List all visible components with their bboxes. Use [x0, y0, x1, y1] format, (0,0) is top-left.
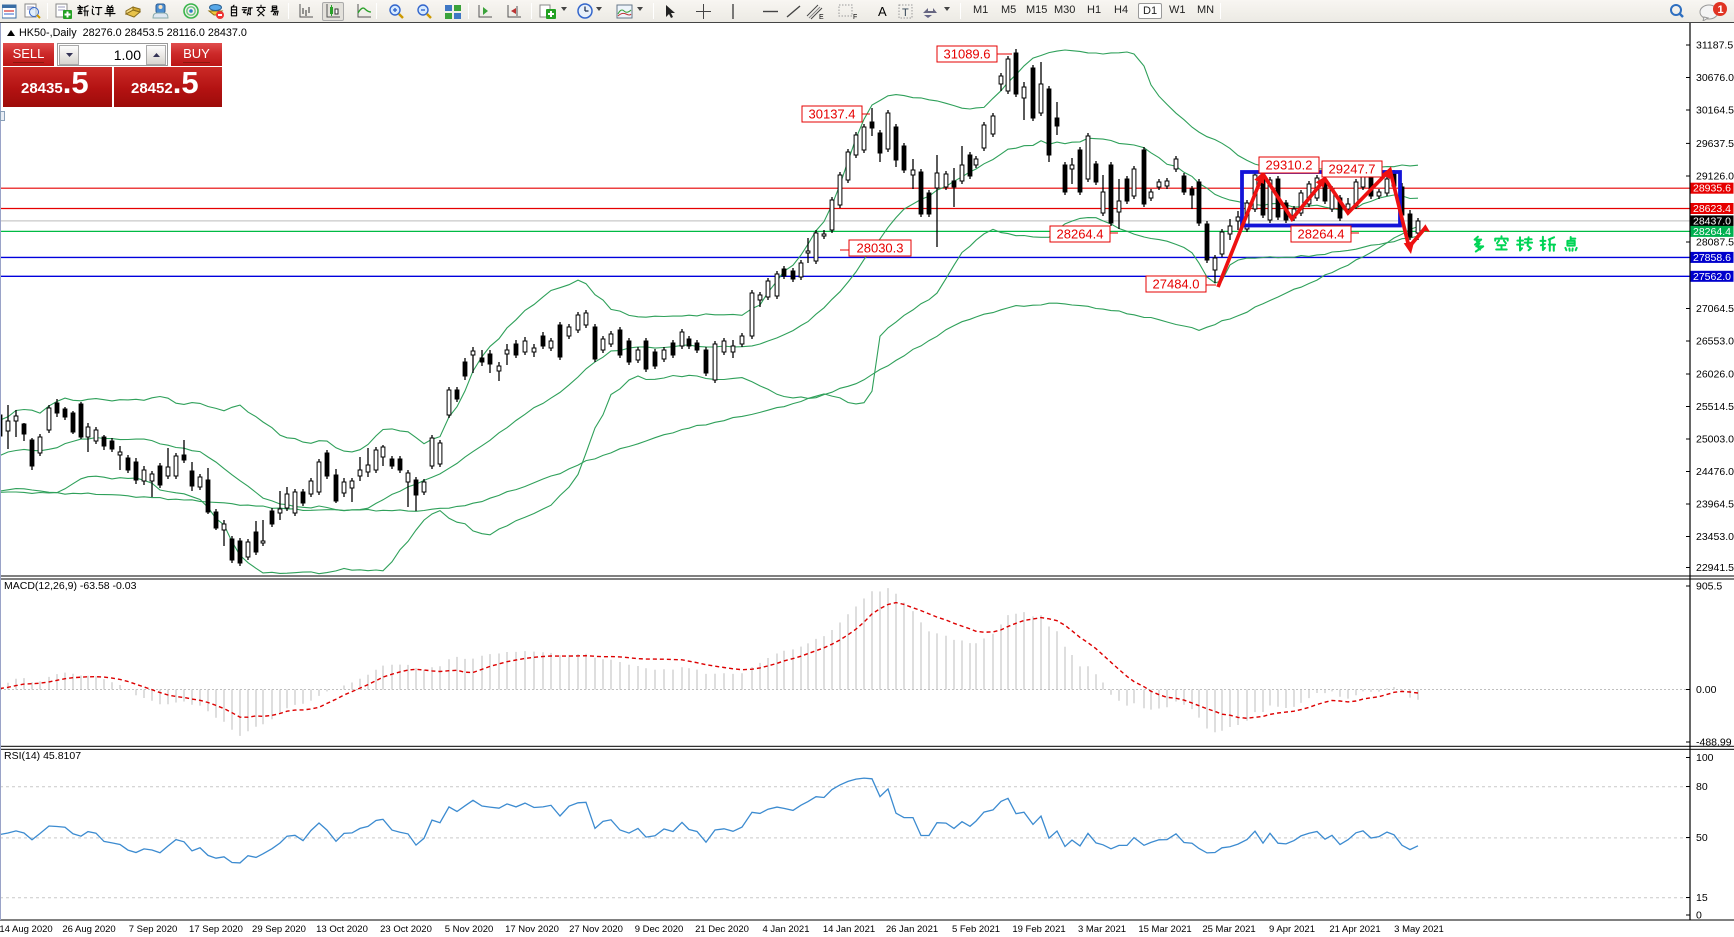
- svg-text:9 Apr 2021: 9 Apr 2021: [1269, 924, 1315, 935]
- svg-text:31187.5: 31187.5: [1696, 40, 1733, 52]
- svg-text:15: 15: [1696, 892, 1708, 904]
- svg-text:26026.0: 26026.0: [1696, 369, 1734, 381]
- svg-text:E: E: [819, 14, 824, 20]
- svg-text:25003.0: 25003.0: [1696, 434, 1734, 446]
- svg-text:13 Oct 2020: 13 Oct 2020: [316, 924, 368, 935]
- svg-text:28623.4: 28623.4: [1693, 203, 1731, 215]
- svg-text:3 Mar 2021: 3 Mar 2021: [1078, 924, 1126, 935]
- svg-text:-488.99: -488.99: [1696, 737, 1732, 749]
- svg-text:29126.0: 29126.0: [1696, 171, 1734, 183]
- svg-text:28935.6: 28935.6: [1693, 183, 1731, 195]
- svg-text:4 Jan 2021: 4 Jan 2021: [762, 924, 809, 935]
- svg-text:3 May 2021: 3 May 2021: [1394, 924, 1444, 935]
- svg-text:17 Nov 2020: 17 Nov 2020: [505, 924, 559, 935]
- svg-text:0: 0: [1696, 910, 1702, 922]
- svg-text:27858.6: 27858.6: [1693, 252, 1731, 264]
- svg-text:25514.5: 25514.5: [1696, 401, 1734, 413]
- svg-text:15 Mar 2021: 15 Mar 2021: [1138, 924, 1191, 935]
- svg-text:27 Nov 2020: 27 Nov 2020: [569, 924, 623, 935]
- svg-text:29637.5: 29637.5: [1696, 138, 1734, 150]
- svg-text:14 Jan 2021: 14 Jan 2021: [823, 924, 875, 935]
- svg-text:27064.5: 27064.5: [1696, 303, 1734, 315]
- svg-text:14 Aug 2020: 14 Aug 2020: [0, 924, 53, 935]
- svg-text:24476.0: 24476.0: [1696, 466, 1734, 478]
- svg-text:9 Dec 2020: 9 Dec 2020: [635, 924, 684, 935]
- svg-text:21 Apr 2021: 21 Apr 2021: [1329, 924, 1380, 935]
- svg-text:1: 1: [1718, 4, 1724, 16]
- svg-text:23964.5: 23964.5: [1696, 499, 1734, 511]
- svg-text:23 Oct 2020: 23 Oct 2020: [380, 924, 432, 935]
- svg-text:MACD(12,26,9) -63.58 -0.03: MACD(12,26,9) -63.58 -0.03: [4, 580, 137, 592]
- svg-text:22941.5: 22941.5: [1696, 562, 1734, 574]
- svg-text:23453.0: 23453.0: [1696, 531, 1734, 543]
- svg-text:28437.0: 28437.0: [1693, 215, 1731, 227]
- svg-text:27484.0: 27484.0: [1153, 277, 1200, 292]
- svg-text:28264.4: 28264.4: [1693, 226, 1731, 238]
- svg-text:28264.4: 28264.4: [1298, 227, 1345, 242]
- svg-text:28264.4: 28264.4: [1057, 227, 1104, 242]
- svg-text:25 Mar 2021: 25 Mar 2021: [1202, 924, 1255, 935]
- svg-text:80: 80: [1696, 781, 1708, 793]
- svg-text:5 Feb 2021: 5 Feb 2021: [952, 924, 1000, 935]
- svg-text:RSI(14) 45.8107: RSI(14) 45.8107: [4, 750, 81, 762]
- svg-text:7 Sep 2020: 7 Sep 2020: [129, 924, 178, 935]
- svg-text:0.00: 0.00: [1696, 684, 1717, 696]
- svg-text:27562.0: 27562.0: [1693, 271, 1731, 283]
- svg-text:21 Dec 2020: 21 Dec 2020: [695, 924, 749, 935]
- svg-text:50: 50: [1696, 832, 1708, 844]
- svg-text:5 Nov 2020: 5 Nov 2020: [445, 924, 494, 935]
- svg-text:905.5: 905.5: [1696, 581, 1722, 593]
- svg-text:100: 100: [1696, 752, 1714, 764]
- svg-text:29 Sep 2020: 29 Sep 2020: [252, 924, 306, 935]
- svg-text:T: T: [902, 7, 909, 19]
- svg-text:26 Jan 2021: 26 Jan 2021: [886, 924, 938, 935]
- svg-text:30164.5: 30164.5: [1696, 105, 1734, 117]
- svg-text:29247.7: 29247.7: [1329, 162, 1376, 177]
- svg-text:28087.5: 28087.5: [1696, 237, 1734, 249]
- svg-text:31089.6: 31089.6: [944, 47, 991, 62]
- svg-text:29310.2: 29310.2: [1266, 158, 1313, 173]
- svg-text:28030.3: 28030.3: [857, 241, 904, 256]
- svg-text:19 Feb 2021: 19 Feb 2021: [1012, 924, 1065, 935]
- svg-text:26 Aug 2020: 26 Aug 2020: [62, 924, 115, 935]
- svg-text:26553.0: 26553.0: [1696, 336, 1734, 348]
- svg-text:F: F: [853, 14, 857, 20]
- svg-text:30137.4: 30137.4: [809, 107, 856, 122]
- svg-text:30676.0: 30676.0: [1696, 72, 1734, 84]
- svg-text:17 Sep 2020: 17 Sep 2020: [189, 924, 243, 935]
